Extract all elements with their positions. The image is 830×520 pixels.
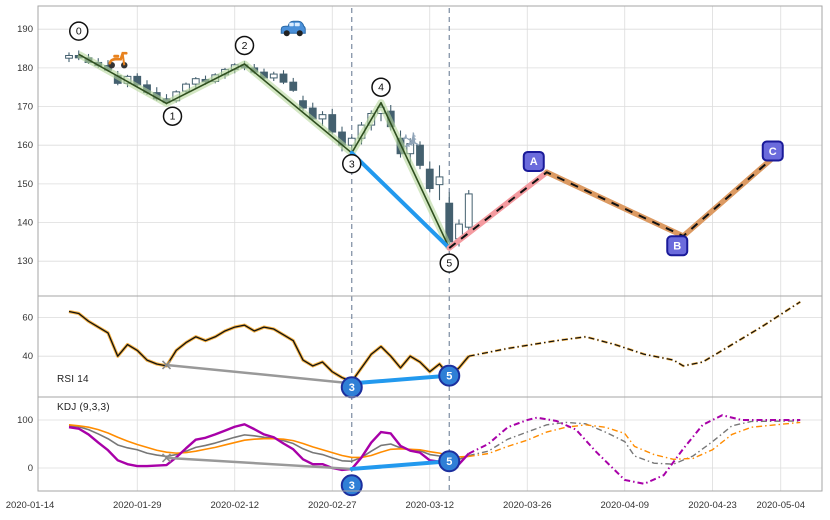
wave-marker-4 [371,77,391,97]
wave-marker-label-5: 5 [446,258,452,270]
candle-body [328,114,337,133]
candle-body [65,54,73,59]
wave-marker-1 [162,106,183,126]
x-axis-tick-label: 2020-04-09 [600,500,649,511]
kdj-j-projection [468,414,801,485]
indicator-marker-label-3: 3 [349,382,355,394]
kdj-j-line [68,423,470,472]
y-axis-tick-label: 150 [17,179,33,190]
candle-body [191,78,200,85]
trend-x-marker [161,453,172,463]
y-axis-tick-label: 140 [17,218,33,229]
indicator-marker-label-5: 5 [446,456,452,468]
x-axis-tick-label: 2020-01-14 [6,500,55,511]
x-axis-tick-label: 2020-05-04 [756,500,805,511]
candle-body [425,168,434,190]
y-axis-tick-label: 170 [17,102,33,113]
scooter-icon [108,51,128,69]
indicator-marker-label-3: 3 [349,480,355,492]
wave-3-5-link [349,150,452,251]
wave-marker-label-1: 1 [170,111,176,123]
wave-marker-0 [69,21,89,41]
indicator-marker-3 [340,474,363,497]
x-axis-tick-label: 2020-02-12 [210,500,259,511]
y-axis-tick-label: 160 [17,140,33,151]
x-axis-tick-label: 2020-02-27 [308,500,357,511]
wave-marker-label-4: 4 [378,82,384,94]
wave-marker-A [522,150,545,172]
y-axis-tick-label: 60 [22,312,33,323]
wave-marker-5 [439,253,459,273]
indicator-marker-5 [438,450,461,473]
candle-body [416,144,424,166]
candle-body [406,143,415,155]
wave-marker-B [666,235,689,257]
kdj-k-projection [468,420,801,465]
rsi-line-glow [68,309,470,384]
y-axis-tick-label: 190 [17,24,33,35]
wave-marker-2 [234,35,255,56]
car-icon [280,20,306,37]
wave-marker-label-3: 3 [349,158,355,170]
y-axis-tick-label: 130 [17,256,33,267]
wave-marker-label-B: B [673,241,681,253]
impulse-wave-glow [77,51,453,250]
kdj-d-line [68,424,469,459]
kdj-gray-trendline [166,456,352,471]
wave-marker-3 [342,154,362,174]
candle-body [279,73,288,83]
car-icon-part [283,30,290,37]
rsi-line [68,310,470,383]
wave-marker-label-0: 0 [76,26,82,38]
x-axis-tick-label: 2020-01-29 [113,500,162,511]
y-axis-tick-label: 40 [22,351,33,362]
scooter-icon-part [121,54,126,66]
x-axis-tick-label: 2020-03-26 [503,500,552,511]
indicator-marker-5 [438,364,461,387]
rsi-blue-trendline [349,373,452,386]
kdj-panel-border [37,396,823,492]
kdj-d-projection [468,421,801,461]
kdj-blue-trendline [349,459,452,471]
projection-dash-overlay [448,150,782,249]
candle-body [464,193,473,228]
x-axis-tick-label: 2020-03-12 [405,500,454,511]
car-icon-part [296,30,303,37]
scooter-icon-part [113,54,120,58]
car-icon-part [289,22,294,27]
candle-body [435,176,444,186]
candle-body [318,114,327,120]
candle-body [269,73,278,79]
rsi-projection [468,301,801,367]
wave-marker-label-2: 2 [242,40,248,52]
rsi-gray-trendline [166,363,352,385]
car-icon-part [294,22,300,27]
kdj-k-line [68,424,470,463]
indicator-marker-label-5: 5 [446,370,452,382]
trend-x-marker [161,360,172,370]
wave-marker-C [761,140,784,162]
candle-body [289,81,298,91]
impulse-wave-line [78,53,450,249]
scooter-icon-part [108,51,128,65]
wave-marker-label-C: C [769,146,777,158]
y-axis-tick-label: 180 [17,63,33,74]
y-axis-tick-label: 100 [17,415,33,426]
y-axis-tick-label: 0 [28,463,33,474]
wave-marker-label-A: A [530,156,538,168]
rsi-indicator-label: RSI 14 [57,374,89,385]
kdj-indicator-label: KDJ (9,3,3) [57,402,110,413]
projection-ABC [544,148,784,239]
x-axis-tick-label: 2020-04-23 [688,500,737,511]
